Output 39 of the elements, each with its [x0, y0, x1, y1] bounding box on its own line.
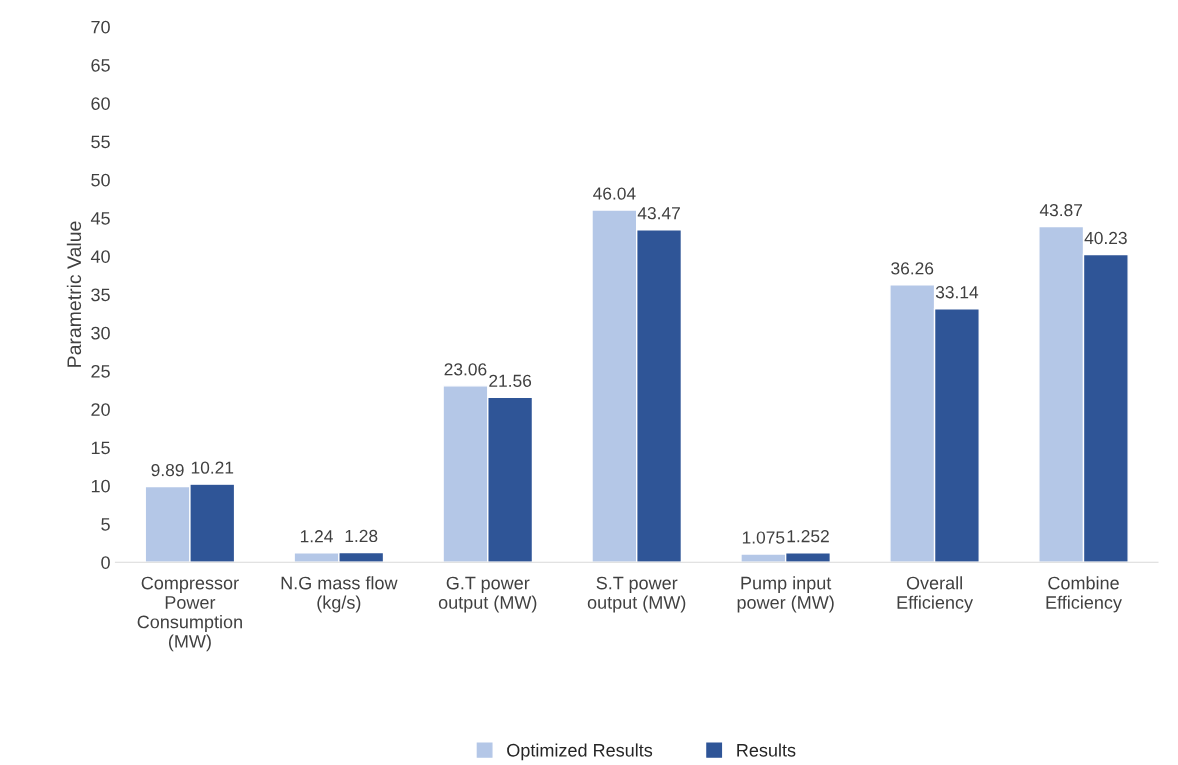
x-tick-label: G.T power output (MW): [438, 576, 537, 613]
data-label: 40.23: [1084, 231, 1127, 245]
x-tick-label: Compressor Power Consumption (MW): [137, 576, 242, 652]
data-label: 21.56: [489, 374, 532, 387]
data-label: 1.075: [742, 531, 785, 544]
y-tick-label: 25: [91, 364, 110, 378]
data-label: 46.04: [593, 187, 636, 200]
legend-label: Optimized Results: [507, 743, 653, 761]
data-label: 43.87: [1039, 204, 1083, 217]
data-label: 9.89: [151, 463, 184, 477]
y-tick-label: 10: [91, 479, 110, 493]
y-tick-label: 35: [91, 288, 110, 302]
data-label: 10.21: [191, 461, 234, 474]
y-tick-label: 45: [90, 212, 110, 225]
y-tick-label: 5: [101, 518, 110, 531]
y-tick-label: 40: [90, 250, 110, 263]
y-tick-label: 30: [91, 326, 110, 340]
x-tick-label: Combine Efficiency: [1046, 576, 1122, 613]
legend-label: Results: [737, 743, 796, 757]
data-label: 33.14: [935, 286, 979, 299]
data-label: 36.26: [891, 262, 934, 275]
x-tick-label: Pump input power (MW): [737, 576, 834, 613]
y-tick-label: 0: [101, 556, 110, 569]
data-label: 23.06: [444, 363, 487, 376]
data-label: 1.252: [787, 530, 829, 543]
y-tick-label: 70: [91, 20, 110, 34]
x-tick-label: N.G mass flow (kg/s): [281, 576, 398, 613]
y-tick-label: 65: [91, 58, 110, 72]
x-tick-label: S.T power output (MW): [587, 576, 686, 613]
y-axis-title: Parametric Value: [66, 221, 82, 367]
y-tick-label: 50: [91, 173, 110, 187]
y-tick-label: 20: [91, 403, 110, 416]
x-tick-label: Overall Efficiency: [897, 576, 974, 613]
data-label: 1.28: [345, 529, 378, 543]
data-label: 43.47: [637, 207, 680, 220]
data-label: 1.24: [300, 530, 333, 543]
y-tick-label: 55: [91, 135, 110, 149]
y-tick-label: 60: [91, 97, 110, 110]
y-tick-label: 15: [91, 441, 110, 455]
